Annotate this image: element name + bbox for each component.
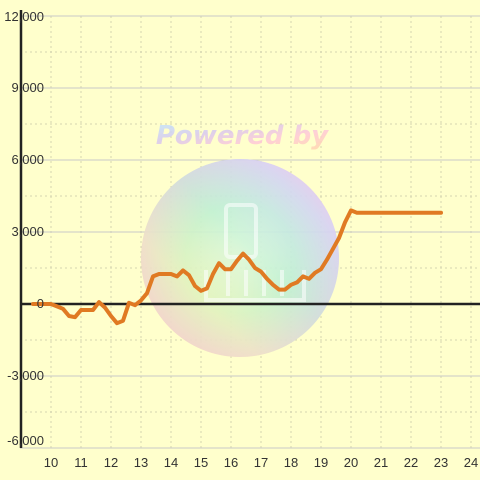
x-tick-label: 13 [134,455,148,470]
x-tick-label: 22 [404,455,418,470]
x-tick-labels: 10 11 12 13 14 15 16 17 18 19 20 21 22 23 24 [44,455,478,470]
x-tick-label: 16 [224,455,238,470]
x-tick-label: 20 [344,455,358,470]
x-tick-label: 10 [44,455,58,470]
y-tick-label: -6,000 [7,433,44,448]
y-tick-label: -3,000 [7,368,44,383]
series-layer [31,208,443,326]
y-tick-label: 0 [37,296,44,311]
y-tick-label: 3,000 [11,224,44,239]
x-tick-label: 19 [314,455,328,470]
series-line [31,208,443,326]
x-tick-label: 11 [74,455,88,470]
y-tick-label: 6,000 [11,152,44,167]
y-tick-labels: 12,000 9,000 6,000 3,000 0 -3,000 -6,000 [4,9,44,448]
y-tick-label: 12,000 [4,9,44,24]
x-tick-label: 24 [464,455,478,470]
x-tick-label: 14 [164,455,178,470]
y-tick-label: 9,000 [11,80,44,95]
x-tick-label: 17 [254,455,268,470]
x-tick-label: 23 [434,455,448,470]
x-tick-label: 12 [104,455,118,470]
x-tick-label: 21 [374,455,388,470]
x-tick-label: 18 [284,455,298,470]
x-tick-label: 15 [194,455,208,470]
watermark-text: Powered by [156,121,329,151]
